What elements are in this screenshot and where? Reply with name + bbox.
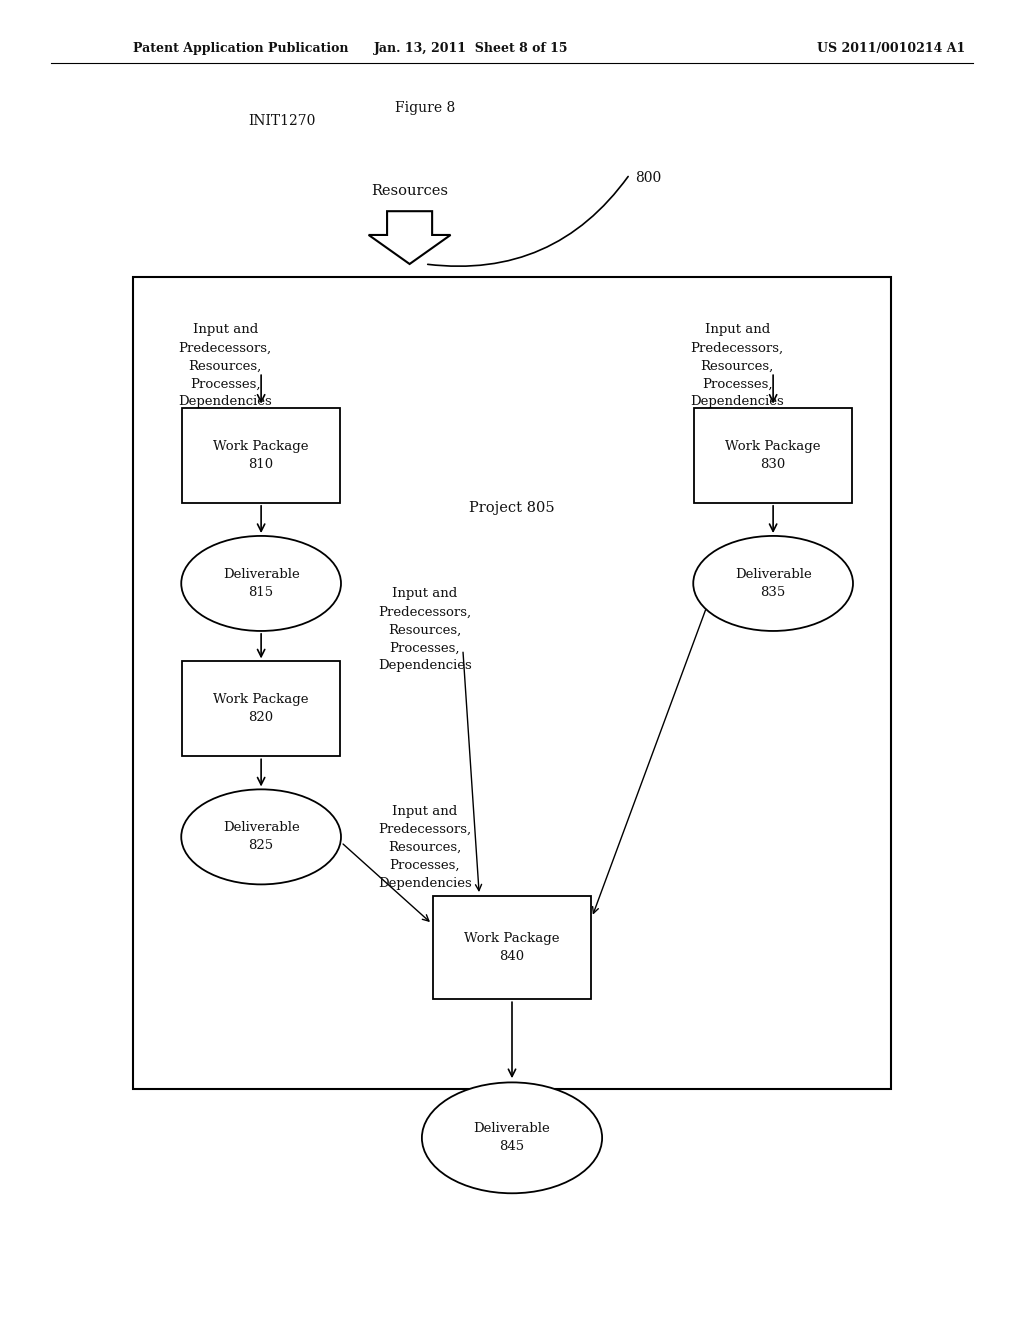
Text: Work Package
820: Work Package 820 <box>213 693 309 725</box>
Bar <box>694 408 852 503</box>
Text: Resources: Resources <box>371 183 449 198</box>
Text: Project 805: Project 805 <box>469 502 555 515</box>
Text: Deliverable
835: Deliverable 835 <box>735 568 811 599</box>
Bar <box>133 277 891 1089</box>
Text: Figure 8: Figure 8 <box>395 102 455 115</box>
Text: Input and
Predecessors,
Resources,
Processes,
Dependencies: Input and Predecessors, Resources, Proce… <box>378 805 472 890</box>
Text: Input and
Predecessors,
Resources,
Processes,
Dependencies: Input and Predecessors, Resources, Proce… <box>690 323 784 408</box>
Text: Input and
Predecessors,
Resources,
Processes,
Dependencies: Input and Predecessors, Resources, Proce… <box>178 323 272 408</box>
Text: Work Package
810: Work Package 810 <box>213 440 309 471</box>
Text: Patent Application Publication: Patent Application Publication <box>133 42 348 55</box>
FancyArrowPatch shape <box>428 177 628 267</box>
Text: INIT1270: INIT1270 <box>248 115 315 128</box>
Polygon shape <box>369 211 451 264</box>
Text: Work Package
840: Work Package 840 <box>464 932 560 964</box>
Ellipse shape <box>693 536 853 631</box>
Text: 800: 800 <box>635 172 662 185</box>
Bar <box>182 661 340 756</box>
Ellipse shape <box>422 1082 602 1193</box>
Text: Input and
Predecessors,
Resources,
Processes,
Dependencies: Input and Predecessors, Resources, Proce… <box>378 587 472 672</box>
Bar <box>182 408 340 503</box>
Text: Jan. 13, 2011  Sheet 8 of 15: Jan. 13, 2011 Sheet 8 of 15 <box>374 42 568 55</box>
Text: US 2011/0010214 A1: US 2011/0010214 A1 <box>817 42 965 55</box>
Text: Deliverable
815: Deliverable 815 <box>223 568 299 599</box>
Text: Work Package
830: Work Package 830 <box>725 440 821 471</box>
Text: Deliverable
825: Deliverable 825 <box>223 821 299 853</box>
Ellipse shape <box>181 789 341 884</box>
Text: Deliverable
845: Deliverable 845 <box>474 1122 550 1154</box>
Ellipse shape <box>181 536 341 631</box>
Bar <box>432 896 592 999</box>
